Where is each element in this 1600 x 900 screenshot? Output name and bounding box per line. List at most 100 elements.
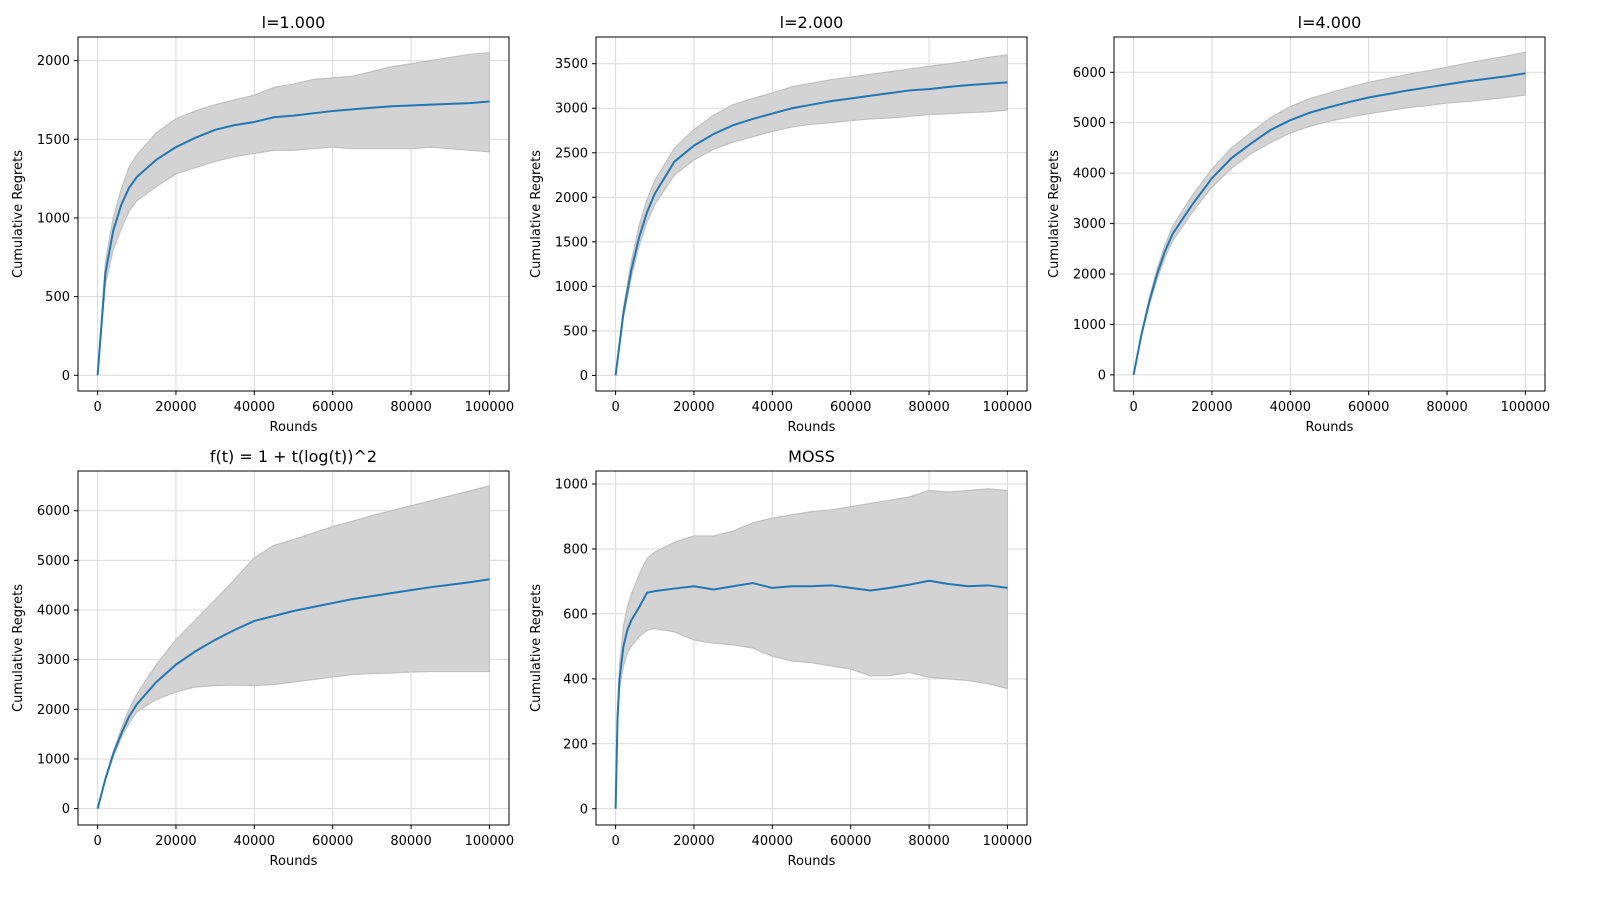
x-tick-label: 40000 (752, 400, 793, 415)
y-tick-label: 6000 (37, 504, 70, 519)
y-tick-label: 500 (563, 324, 588, 339)
chart-title: MOSS (788, 447, 835, 466)
x-tick-label: 20000 (1191, 400, 1232, 415)
x-tick-label: 80000 (390, 400, 431, 415)
x-axis: 0 20000 40000 60000 80000 100000 (611, 825, 1032, 849)
x-tick-label: 80000 (908, 834, 949, 849)
y-tick-label: 3000 (1073, 217, 1106, 232)
y-axis: 0 500 1000 1500 2000 (37, 54, 78, 384)
y-tick-label: 3500 (555, 57, 588, 72)
x-tick-label: 60000 (830, 400, 871, 415)
y-tick-label: 1500 (37, 133, 70, 148)
x-tick-label: 0 (611, 834, 619, 849)
series-line (614, 81, 1008, 376)
grid (1114, 37, 1545, 391)
x-tick-label: 100000 (465, 400, 515, 415)
x-axis-label: Rounds (270, 420, 318, 435)
x-tick-label: 20000 (155, 834, 196, 849)
x-tick-label: 40000 (1270, 400, 1311, 415)
subplot-4: 0 20000 40000 60000 80000 100000 0 1000 2000 3000… (11, 447, 514, 869)
x-tick-label: 40000 (234, 834, 275, 849)
x-axis-label: Rounds (1306, 420, 1354, 435)
y-axis: 0 1000 2000 3000 4000 5000 6000 (1073, 66, 1114, 383)
x-axis-label: Rounds (788, 420, 836, 435)
series-line (96, 578, 490, 809)
y-axis-label: Cumulative Regrets (529, 584, 544, 712)
y-tick-label: 500 (45, 290, 70, 305)
y-tick-label: 0 (1098, 368, 1106, 383)
y-tick-label: 200 (563, 737, 588, 752)
y-axis-label: Cumulative Regrets (529, 150, 544, 278)
x-tick-label: 80000 (390, 834, 431, 849)
y-tick-label: 0 (580, 802, 588, 817)
y-tick-label: 2000 (37, 54, 70, 69)
y-axis-label: Cumulative Regrets (1047, 150, 1062, 278)
y-axis: 0 200 400 600 800 1000 (555, 477, 596, 817)
x-tick-label: 100000 (983, 400, 1033, 415)
chart-title: l=4.000 (1298, 13, 1362, 32)
chart-title: l=2.000 (780, 13, 844, 32)
x-tick-label: 60000 (830, 834, 871, 849)
y-tick-label: 5000 (37, 554, 70, 569)
x-tick-label: 100000 (983, 834, 1033, 849)
y-tick-label: 1000 (555, 280, 588, 295)
x-tick-label: 20000 (673, 834, 714, 849)
subplots: 0 20000 40000 60000 80000 1000000500100015002… (11, 13, 1550, 869)
x-tick-label: 20000 (155, 400, 196, 415)
axes-frame (595, 470, 1028, 826)
y-tick-label: 2000 (1073, 268, 1106, 283)
y-tick-label: 2000 (555, 191, 588, 206)
y-tick-label: 3000 (555, 102, 588, 117)
axes-frame (1113, 36, 1546, 392)
x-tick-label: 20000 (673, 400, 714, 415)
y-axis: 0 500 1000 1500 2000 2500 3000 3500 (555, 57, 596, 384)
x-tick-label: 80000 (908, 400, 949, 415)
series-line (1132, 72, 1526, 376)
x-tick-label: 100000 (465, 834, 515, 849)
x-axis: 0 20000 40000 60000 80000 100000 (93, 391, 514, 415)
y-tick-label: 1000 (37, 752, 70, 767)
x-axis: 0 20000 40000 60000 80000 100000 (1129, 391, 1550, 415)
chart-title: f(t) = 1 + t(log(t))^2 (210, 447, 377, 466)
x-tick-label: 40000 (234, 400, 275, 415)
y-tick-label: 1500 (555, 235, 588, 250)
x-tick-label: 60000 (312, 400, 353, 415)
axes-frame (77, 36, 510, 392)
y-tick-label: 6000 (1073, 66, 1106, 81)
y-axis: 0 1000 2000 3000 4000 5000 6000 (37, 504, 78, 817)
x-tick-label: 40000 (752, 834, 793, 849)
y-tick-label: 1000 (555, 477, 588, 492)
subplot-2: 0 20000 40000 60000 80000 100000 0 500 1000 1500 2… (529, 13, 1032, 435)
x-tick-label: 80000 (1426, 400, 1467, 415)
y-axis-label: Cumulative Regrets (11, 584, 26, 712)
y-tick-label: 2000 (37, 703, 70, 718)
series-line (96, 100, 490, 376)
y-tick-label: 3000 (37, 653, 70, 668)
grid (596, 37, 1027, 391)
y-tick-label: 400 (563, 672, 588, 687)
x-tick-label: 60000 (312, 834, 353, 849)
y-tick-label: 600 (563, 607, 588, 622)
y-tick-label: 4000 (37, 604, 70, 619)
subplot-5: 0 20000 40000 60000 80000 100000 0 200 400 600 800… (529, 447, 1032, 869)
y-tick-label: 0 (580, 369, 588, 384)
series-line (614, 579, 1008, 809)
y-tick-label: 0 (62, 369, 70, 384)
x-axis: 0 20000 40000 60000 80000 100000 (611, 391, 1032, 415)
confidence-band (97, 485, 491, 809)
y-tick-label: 1000 (37, 211, 70, 226)
x-tick-label: 0 (93, 400, 101, 415)
y-tick-label: 800 (563, 542, 588, 557)
x-axis-label: Rounds (270, 854, 318, 869)
y-tick-label: 5000 (1073, 116, 1106, 131)
axes-frame (77, 470, 510, 826)
y-tick-label: 4000 (1073, 167, 1106, 182)
x-tick-label: 0 (1129, 400, 1137, 415)
x-axis-label: Rounds (788, 854, 836, 869)
subplot-1: 0 20000 40000 60000 80000 100000 0 500 1000 1500 2… (11, 13, 514, 435)
subplot-3: 0 20000 40000 60000 80000 100000 0 1000 2000 3000… (1047, 13, 1550, 435)
x-axis: 0 20000 40000 60000 80000 100000 (93, 825, 514, 849)
chart-title: l=1.000 (262, 13, 326, 32)
x-tick-label: 60000 (1348, 400, 1389, 415)
